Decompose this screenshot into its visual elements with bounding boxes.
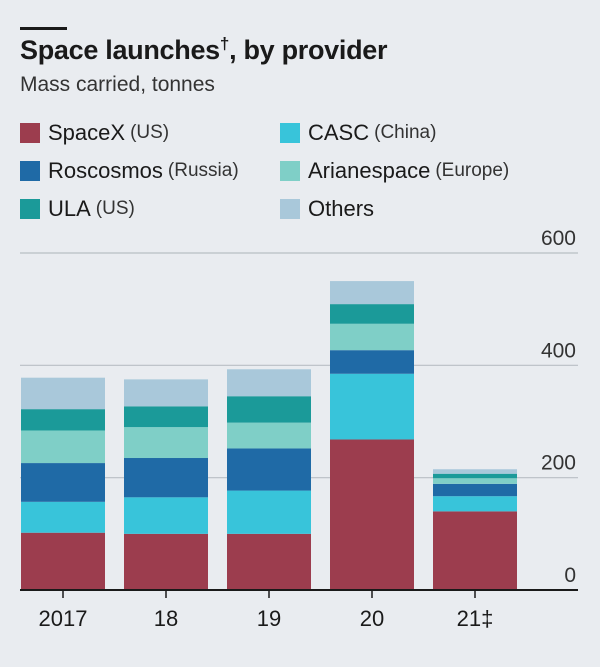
y-tick-label-200: 200 bbox=[541, 452, 576, 475]
legend-swatch-spacex bbox=[20, 123, 40, 143]
bar-segment-casc-0 bbox=[21, 501, 105, 533]
bar-segment-others-2 bbox=[227, 369, 311, 397]
x-tick-label-0: 2017 bbox=[39, 606, 88, 631]
legend-item-arianespace: Arianespace (Europe) bbox=[280, 156, 509, 186]
chart-subtitle: Mass carried, tonnes bbox=[20, 73, 215, 96]
bar-segment-roscosmos-2 bbox=[227, 448, 311, 491]
legend-item-spacex: SpaceX (US) bbox=[20, 118, 169, 148]
bar-segment-others-0 bbox=[21, 377, 105, 410]
bar-segment-arianespace-2 bbox=[227, 422, 311, 449]
bar-segment-ula-2 bbox=[227, 396, 311, 423]
bar-segment-others-4 bbox=[433, 469, 517, 474]
bar-segment-arianespace-1 bbox=[124, 427, 208, 459]
bar-segment-ula-4 bbox=[433, 473, 517, 479]
legend-swatch-ula bbox=[20, 199, 40, 219]
legend-item-ula: ULA (US) bbox=[20, 194, 135, 224]
bar-segment-roscosmos-4 bbox=[433, 483, 517, 497]
bar-segment-spacex-4 bbox=[433, 511, 517, 590]
title-rule bbox=[20, 27, 67, 30]
bar-segment-ula-3 bbox=[330, 304, 414, 324]
bar-segment-roscosmos-3 bbox=[330, 350, 414, 374]
bar-segment-spacex-2 bbox=[227, 533, 311, 590]
bar-segment-casc-2 bbox=[227, 490, 311, 534]
bar-segment-ula-1 bbox=[124, 406, 208, 428]
x-tick-label-1: 18 bbox=[154, 606, 178, 631]
y-tick-label-600: 600 bbox=[541, 227, 576, 250]
bar-segment-spacex-0 bbox=[21, 532, 105, 590]
bar-segment-arianespace-4 bbox=[433, 478, 517, 484]
bar-segment-roscosmos-0 bbox=[21, 463, 105, 502]
title-footnote-mark: † bbox=[219, 34, 230, 53]
y-tick-label-400: 400 bbox=[541, 339, 576, 362]
x-tick-label-3: 20 bbox=[360, 606, 384, 631]
bar-segment-arianespace-0 bbox=[21, 430, 105, 464]
legend-item-others: Others bbox=[280, 194, 379, 224]
bar-segment-casc-3 bbox=[330, 373, 414, 440]
bar-segment-others-1 bbox=[124, 379, 208, 407]
bar-segment-ula-0 bbox=[21, 409, 105, 431]
bar-segment-spacex-3 bbox=[330, 439, 414, 590]
chart-title: Space launches†, by provider bbox=[20, 34, 388, 65]
legend-swatch-arianespace bbox=[280, 161, 300, 181]
legend-swatch-roscosmos bbox=[20, 161, 40, 181]
legend-swatch-others bbox=[280, 199, 300, 219]
bar-segment-casc-4 bbox=[433, 496, 517, 512]
bar-segment-roscosmos-1 bbox=[124, 458, 208, 498]
legend-swatch-casc bbox=[280, 123, 300, 143]
legend-item-roscosmos: Roscosmos (Russia) bbox=[20, 156, 239, 186]
y-tick-label-0: 0 bbox=[564, 564, 576, 587]
bar-segment-casc-1 bbox=[124, 497, 208, 534]
legend-item-casc: CASC (China) bbox=[280, 118, 436, 148]
bar-segment-spacex-1 bbox=[124, 533, 208, 590]
x-tick-label-2: 19 bbox=[257, 606, 281, 631]
x-tick-label-4: 21‡ bbox=[457, 606, 494, 631]
bar-segment-arianespace-3 bbox=[330, 323, 414, 351]
bar-segment-others-3 bbox=[330, 281, 414, 305]
